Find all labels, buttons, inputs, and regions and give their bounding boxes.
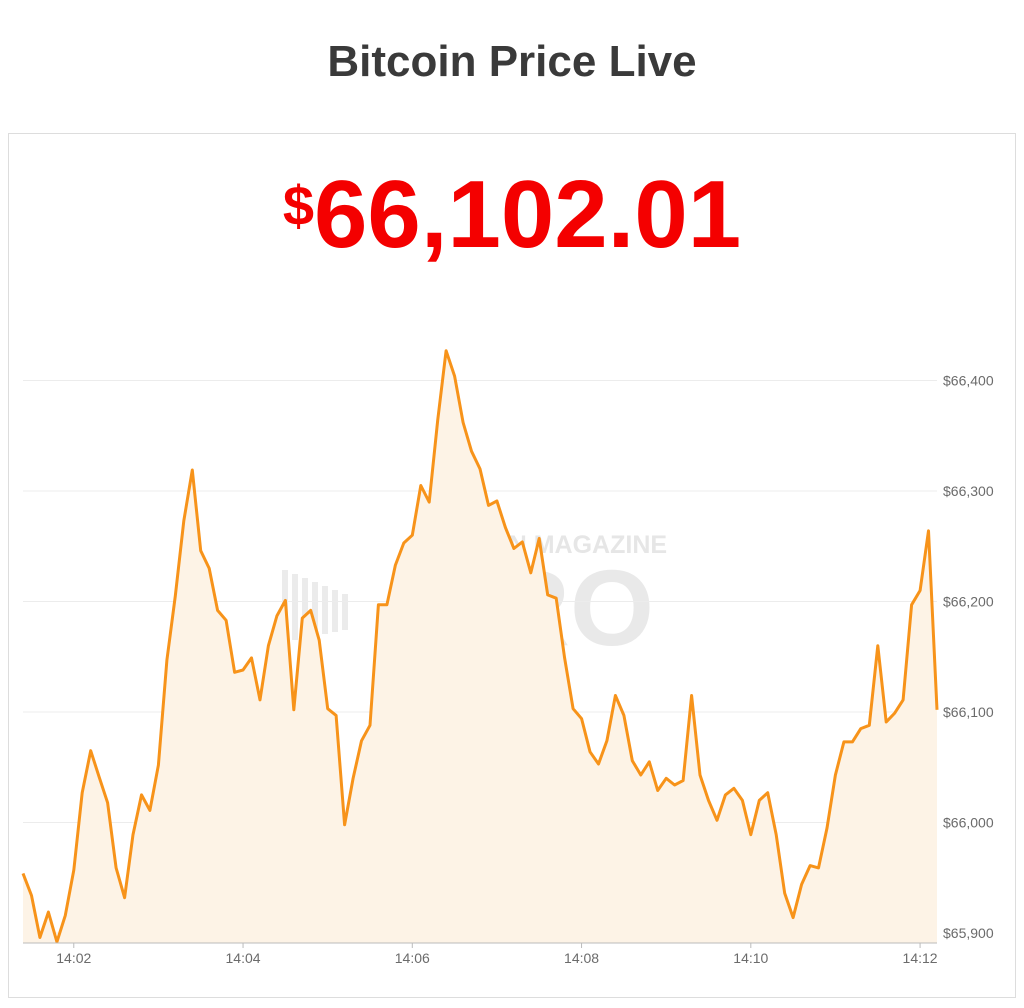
y-tick-label: $66,400 bbox=[943, 373, 994, 389]
y-tick-label: $66,300 bbox=[943, 483, 994, 499]
x-tick-label: 14:06 bbox=[395, 950, 430, 966]
y-tick-label: $65,900 bbox=[943, 925, 994, 941]
y-tick-label: $66,200 bbox=[943, 594, 994, 610]
watermark-bar bbox=[322, 586, 328, 634]
watermark-bar bbox=[332, 590, 338, 632]
x-tick-label: 14:04 bbox=[226, 950, 261, 966]
x-tick-label: 14:02 bbox=[56, 950, 91, 966]
x-tick-label: 14:08 bbox=[564, 950, 599, 966]
watermark-bar bbox=[342, 594, 348, 630]
watermark-bar bbox=[312, 582, 318, 636]
price-currency: $ bbox=[283, 174, 314, 237]
watermark-bar bbox=[302, 578, 308, 638]
area bbox=[23, 350, 937, 943]
x-tick-label: 14:10 bbox=[733, 950, 768, 966]
watermark-bar bbox=[292, 574, 298, 640]
y-tick-label: $66,100 bbox=[943, 704, 994, 720]
price-line bbox=[21, 349, 939, 944]
y-tick-label: $66,000 bbox=[943, 815, 994, 831]
plot: BITCOIN MAGAZINEPRO$65,900$66,000$66,100… bbox=[21, 349, 994, 966]
price: $66,102.01 bbox=[283, 161, 741, 268]
page-title: Bitcoin Price Live bbox=[327, 37, 696, 86]
price-amount: 66,102.01 bbox=[314, 161, 741, 268]
x-tick-label: 14:12 bbox=[903, 950, 938, 966]
